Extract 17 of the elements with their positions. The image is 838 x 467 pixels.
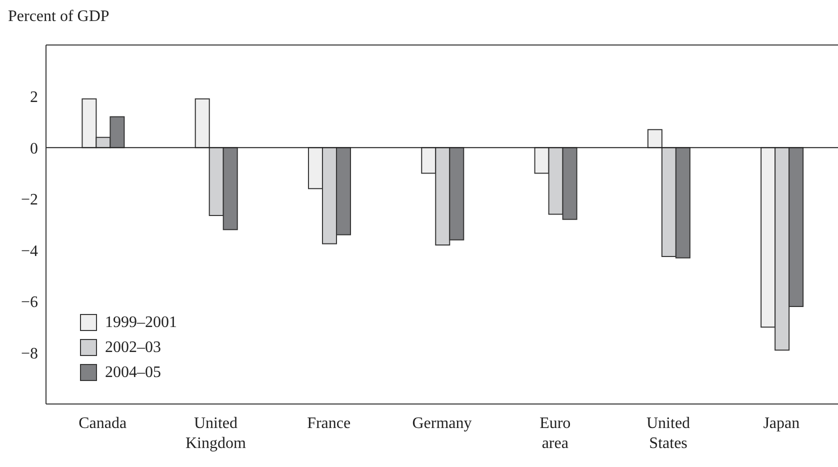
y-tick-label: −4	[20, 242, 38, 260]
y-tick-label: 0	[30, 140, 38, 158]
y-tick-label: −2	[20, 192, 38, 209]
x-tick-label: Euro area	[540, 415, 571, 452]
x-tick-label: United States	[646, 415, 690, 452]
y-tick-label: −8	[20, 345, 38, 362]
y-axis-title: Percent of GDP	[8, 8, 110, 26]
x-tick-label: Canada	[78, 415, 127, 432]
legend-label: 2002–03	[105, 338, 161, 356]
y-tick-label: 2	[30, 88, 38, 106]
legend-label: 2004–05	[105, 364, 161, 382]
x-tick-label: United Kingdom	[185, 415, 246, 452]
x-tick-label: France	[307, 415, 351, 432]
y-tick-label: −6	[20, 294, 38, 312]
x-tick-label: Germany	[412, 415, 472, 432]
x-tick-label: Japan	[763, 415, 800, 432]
legend-label: 1999–2001	[105, 314, 177, 332]
